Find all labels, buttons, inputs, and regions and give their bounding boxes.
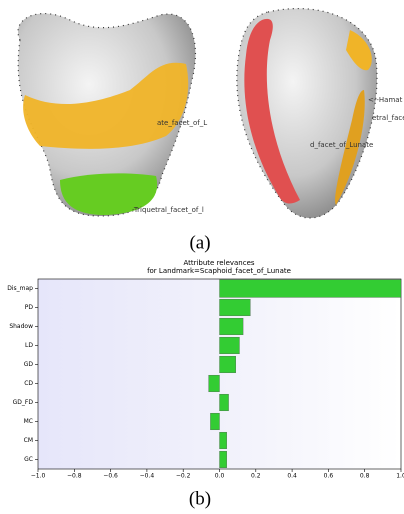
- x-tick-label: 0.2: [251, 473, 261, 480]
- bar: [220, 451, 227, 468]
- y-tick-label: GD_FD: [13, 399, 34, 406]
- bar: [220, 280, 402, 298]
- bar: [220, 318, 244, 335]
- panel-caption: (b): [189, 488, 211, 509]
- chart-title: Attribute relevances: [183, 259, 254, 267]
- bar: [220, 394, 229, 411]
- figure: ate_facet_of_L -Triquetral_facet_of_l <-…: [0, 0, 404, 514]
- region-label: d_facet_of_Lunate: [310, 141, 373, 149]
- region-label: -Triquetral_facet_of_l: [132, 206, 204, 214]
- x-tick-label: 0.0: [215, 473, 225, 480]
- x-tick-label: 0.6: [324, 473, 334, 480]
- y-tick-label: GC: [24, 456, 33, 463]
- bar: [220, 432, 227, 449]
- region-label: etral_facet_c: [372, 114, 404, 122]
- figure-canvas: ate_facet_of_L -Triquetral_facet_of_l <-…: [0, 0, 404, 514]
- y-tick-label: Shadow: [9, 323, 33, 330]
- x-tick-label: −0.6: [103, 473, 118, 480]
- x-tick-label: −1.0: [31, 473, 46, 480]
- x-tick-label: −0.4: [140, 473, 155, 480]
- x-tick-label: 0.8: [360, 473, 370, 480]
- region-label: <--Hamat: [368, 96, 403, 104]
- y-tick-label: GD: [24, 361, 34, 368]
- x-tick-label: −0.2: [176, 473, 191, 480]
- bar: [220, 299, 251, 316]
- x-tick-label: 0.4: [287, 473, 297, 480]
- y-tick-label: MC: [24, 418, 33, 425]
- y-tick-label: CM: [24, 437, 33, 444]
- x-tick-label: 1.0: [396, 473, 404, 480]
- bone-left: [18, 14, 195, 216]
- y-tick-label: PD: [25, 304, 34, 311]
- x-tick-label: −0.8: [67, 473, 82, 480]
- y-tick-label: LD: [25, 342, 33, 349]
- y-tick-label: Dis_map: [7, 285, 33, 292]
- panel-caption: (a): [189, 232, 210, 253]
- bar: [209, 375, 220, 392]
- region-label: ate_facet_of_L: [157, 119, 207, 127]
- bar: [220, 337, 240, 354]
- y-tick-label: CD: [24, 380, 33, 387]
- bone-right: [237, 9, 377, 218]
- bar: [220, 356, 236, 373]
- bar: [210, 413, 219, 430]
- chart-subtitle: for Landmark=Scaphoid_facet_of_Lunate: [147, 267, 291, 275]
